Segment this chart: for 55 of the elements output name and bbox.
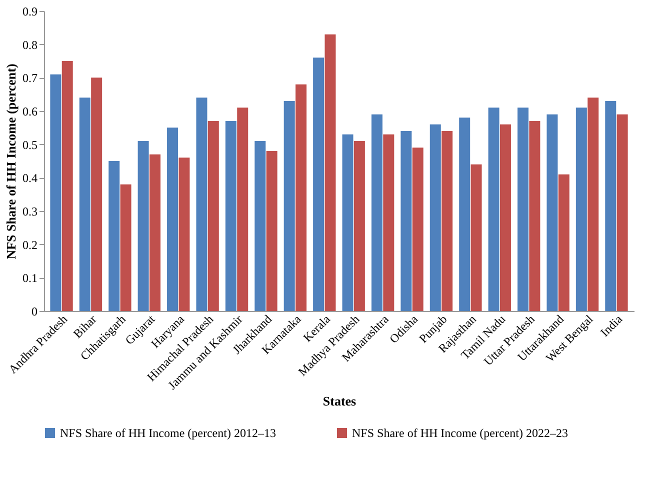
bar bbox=[470, 164, 482, 311]
bar bbox=[225, 121, 236, 311]
bar bbox=[167, 128, 178, 311]
y-tick-label: 0.6 bbox=[22, 104, 38, 118]
bar bbox=[459, 118, 470, 311]
bar bbox=[266, 151, 278, 311]
bar bbox=[108, 161, 120, 311]
bar bbox=[546, 114, 558, 311]
y-tick-label: 0.1 bbox=[22, 271, 38, 286]
y-tick-label: 0 bbox=[32, 304, 38, 318]
y-axis-title: NFS Share of HH Income (percent) bbox=[4, 64, 18, 260]
bar bbox=[605, 101, 616, 311]
bar bbox=[284, 101, 295, 311]
y-tick-label: 0.9 bbox=[22, 4, 38, 18]
bar bbox=[576, 108, 587, 311]
bar bbox=[354, 141, 365, 311]
bar bbox=[79, 98, 90, 311]
y-tick-label: 0.3 bbox=[22, 204, 38, 218]
bar bbox=[412, 148, 424, 311]
bar bbox=[616, 114, 628, 311]
x-axis-title: States bbox=[322, 394, 356, 409]
bar bbox=[558, 174, 570, 311]
bar bbox=[62, 61, 73, 311]
bar bbox=[383, 134, 394, 311]
bar bbox=[91, 78, 102, 311]
bar bbox=[430, 124, 441, 311]
bar bbox=[588, 98, 599, 311]
bar bbox=[500, 124, 511, 311]
bar bbox=[488, 108, 500, 311]
bar bbox=[342, 134, 354, 311]
y-tick-label: 0.7 bbox=[22, 71, 38, 86]
bar bbox=[237, 108, 248, 311]
legend-label: NFS Share of HH Income (percent) 2012–13 bbox=[60, 426, 276, 440]
bar bbox=[442, 131, 453, 311]
bar bbox=[313, 58, 324, 311]
bar bbox=[149, 154, 160, 311]
bar bbox=[529, 121, 540, 311]
bar bbox=[254, 141, 266, 311]
bar bbox=[120, 184, 132, 311]
bar bbox=[400, 131, 412, 311]
bar bbox=[208, 121, 219, 311]
y-tick-label: 0.5 bbox=[22, 138, 38, 152]
legend-label: NFS Share of HH Income (percent) 2022–23 bbox=[352, 426, 568, 440]
bar bbox=[518, 108, 529, 311]
x-tick-label: India bbox=[598, 312, 626, 340]
bar bbox=[371, 114, 382, 311]
bar bbox=[178, 158, 190, 311]
bar bbox=[50, 74, 62, 311]
y-tick-label: 0.2 bbox=[22, 238, 38, 252]
bar bbox=[138, 141, 149, 311]
y-tick-label: 0.4 bbox=[22, 171, 38, 186]
bar bbox=[324, 34, 336, 311]
bar bbox=[196, 98, 208, 311]
y-tick-label: 0.8 bbox=[22, 38, 38, 52]
bar bbox=[296, 84, 307, 311]
